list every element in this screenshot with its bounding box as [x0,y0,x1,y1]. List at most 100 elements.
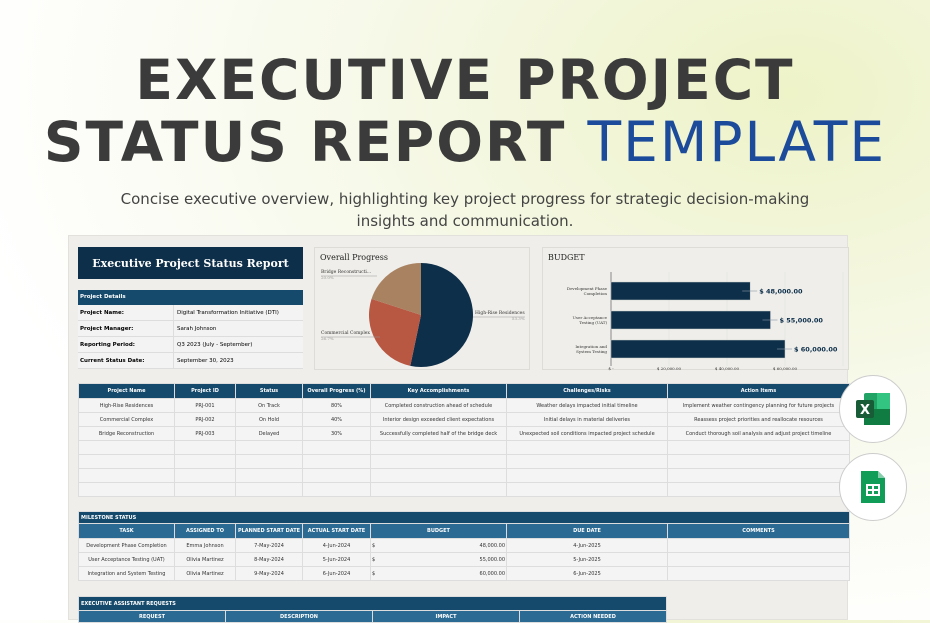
table-cell[interactable] [370,454,507,469]
pie-label-bridge: Bridge Reconstructi... 20.0% [321,270,372,280]
table-cell[interactable]: Commercial Complex [78,412,175,427]
table-cell[interactable]: Development Phase Completion [78,538,175,553]
table-cell[interactable] [666,552,851,567]
column-header: TASK [78,523,175,539]
table-cell[interactable]: Successfully completed half of the bridg… [370,426,507,441]
table-cell[interactable] [666,566,851,581]
table-cell[interactable]: $ [370,538,379,553]
table-cell[interactable]: 40% [302,412,371,427]
table-cell[interactable]: Integration and System Testing [78,566,175,581]
table-row [78,482,850,497]
excel-app-button[interactable]: X [839,375,907,443]
project-details-header: Project Details [78,290,303,305]
table-cell[interactable] [302,440,371,455]
table-cell[interactable]: Weather delays impacted initial timeline [506,398,668,413]
table-cell[interactable] [667,482,850,497]
table-cell[interactable]: Conduct thorough soil analysis and adjus… [667,426,850,441]
table-cell[interactable]: On Hold [235,412,303,427]
table-cell[interactable] [370,482,507,497]
table-cell[interactable]: $ [370,566,379,581]
table-cell[interactable]: 30% [302,426,371,441]
detail-row: Current Status Date: September 30, 2023 [78,353,303,369]
table-cell[interactable] [174,440,236,455]
table-cell[interactable] [174,468,236,483]
budget-title: BUDGET [548,253,585,262]
table-cell[interactable] [506,454,668,469]
table-cell[interactable]: Bridge Reconstruction [78,426,175,441]
table-cell[interactable]: 4-Jun-2024 [302,538,371,553]
table-cell[interactable] [506,468,668,483]
detail-row: Project Name: Digital Transformation Init… [78,305,303,321]
table-cell[interactable]: 55,000.00 [378,552,507,567]
table-cell[interactable]: $ [370,552,379,567]
table-cell[interactable]: Interior design exceeded client expectat… [370,412,507,427]
table-cell[interactable] [235,440,303,455]
data-label: $ 55,000.00 [780,317,824,325]
detail-row: Reporting Period: Q3 2023 (July - Septemb… [78,337,303,353]
table-cell[interactable]: PRJ-003 [174,426,236,441]
table-cell[interactable]: 5-Jun-2024 [302,552,371,567]
table-cell[interactable] [302,482,371,497]
table-cell[interactable]: 6-Jun-2025 [506,566,668,581]
table-cell[interactable]: Reassess project priorities and realloca… [667,412,850,427]
table-row: High-Rise Residences PRJ-001 On Track 80% Co… [78,398,850,413]
table-cell[interactable]: High-Rise Residences [78,398,175,413]
table-cell[interactable] [78,454,175,469]
table-cell[interactable] [235,482,303,497]
table-cell[interactable] [506,440,668,455]
table-cell[interactable] [78,482,175,497]
table-cell[interactable] [302,468,371,483]
table-cell[interactable]: 48,000.00 [378,538,507,553]
google-sheets-app-button[interactable] [839,453,907,521]
table-cell[interactable]: 60,000.00 [378,566,507,581]
table-row: Commercial Complex PRJ-002 On Hold 40% Inter… [78,412,850,427]
table-cell[interactable] [370,440,507,455]
pie-chart [321,263,525,367]
hero-title-accent: TEMPLATE [587,110,887,174]
table-cell[interactable]: Delayed [235,426,303,441]
detail-value: Digital Transformation Initiative (DTI) [177,310,279,316]
tick-label: $ 60,000.00 [773,366,798,371]
table-cell[interactable]: User Acceptance Testing (UAT) [78,552,175,567]
table-cell[interactable] [667,440,850,455]
table-cell[interactable]: Implement weather contingency planning f… [667,398,850,413]
table-cell[interactable]: PRJ-001 [174,398,236,413]
table-cell[interactable] [174,454,236,469]
table-cell[interactable] [370,468,507,483]
table-cell[interactable]: 9-May-2024 [235,566,303,581]
table-cell[interactable] [235,468,303,483]
table-cell[interactable] [78,468,175,483]
category-label: Testing (UAT) [579,320,607,325]
table-cell[interactable]: Unexpected soil conditions impacted proj… [506,426,668,441]
table-cell[interactable] [235,454,303,469]
table-cell[interactable]: 6-Jun-2024 [302,566,371,581]
table-cell[interactable]: PRJ-002 [174,412,236,427]
hero-subtitle: Concise executive overview, highlighting… [120,190,810,230]
table-cell[interactable]: 80% [302,398,371,413]
table-cell[interactable] [78,440,175,455]
table-cell[interactable] [667,454,850,469]
table-cell[interactable]: On Track [235,398,303,413]
tick-label: $ 20,000.00 [657,366,682,371]
detail-label: Project Manager: [78,321,174,336]
table-cell[interactable]: Olivia Martinez [174,552,236,567]
table-cell[interactable]: Emma Johnson [174,538,236,553]
table-cell[interactable]: 4-Jun-2025 [506,538,668,553]
table-cell[interactable]: Olivia Martinez [174,566,236,581]
table-cell[interactable] [174,482,236,497]
table-cell[interactable] [667,468,850,483]
table-cell[interactable]: Completed construction ahead of schedule [370,398,507,413]
milestone-title: MILESTONE STATUS [77,511,851,524]
table-cell[interactable] [506,482,668,497]
table-cell[interactable]: 5-Jun-2025 [506,552,668,567]
column-header: Status [235,383,303,399]
hero-title-dark: STATUS REPORT [43,110,567,174]
table-cell[interactable]: 7-May-2024 [235,538,303,553]
table-cell[interactable] [666,538,851,553]
table-cell[interactable]: Initial delays in material deliveries [506,412,668,427]
table-cell[interactable] [302,454,371,469]
table-cell[interactable]: 8-May-2024 [235,552,303,567]
table-row: Bridge Reconstruction PRJ-003 Delayed 30% Su… [78,426,850,441]
column-header: IMPACT [372,610,520,623]
table-row [78,440,850,455]
